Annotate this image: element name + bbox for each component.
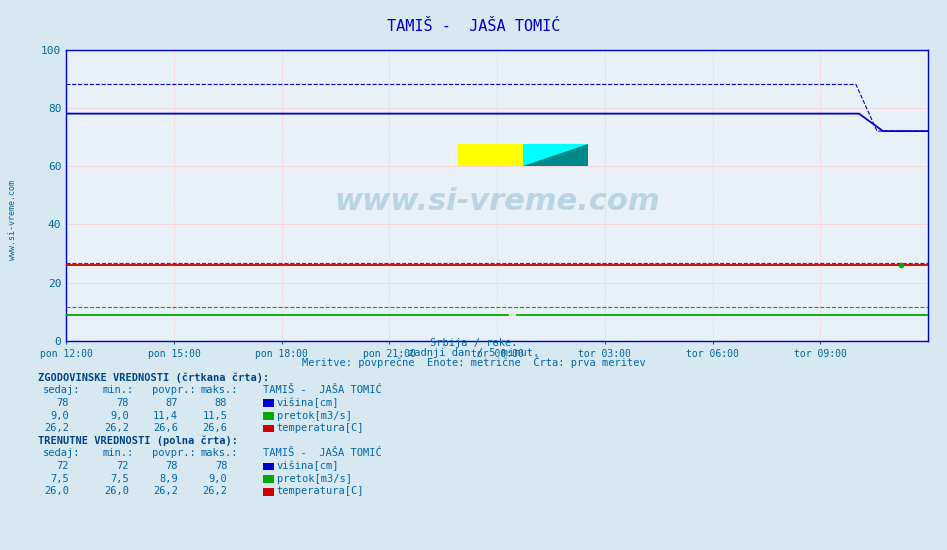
Text: 78: 78	[215, 461, 227, 471]
FancyBboxPatch shape	[523, 144, 588, 166]
Text: 72: 72	[57, 461, 69, 471]
Text: 9,0: 9,0	[208, 474, 227, 484]
Text: TAMIŠ -  JAŠA TOMIĆ: TAMIŠ - JAŠA TOMIĆ	[263, 385, 382, 395]
Text: 9,0: 9,0	[110, 410, 129, 421]
Text: Srbija / reke.: Srbija / reke.	[430, 338, 517, 349]
Text: 8,9: 8,9	[159, 474, 178, 484]
Text: višina[cm]: višina[cm]	[277, 461, 339, 471]
Text: maks.:: maks.:	[201, 385, 239, 395]
Text: 11,4: 11,4	[153, 410, 178, 421]
Text: 88: 88	[215, 398, 227, 408]
Text: 26,6: 26,6	[153, 423, 178, 433]
Text: temperatura[C]: temperatura[C]	[277, 486, 364, 497]
Text: TRENUTNE VREDNOSTI (polna črta):: TRENUTNE VREDNOSTI (polna črta):	[38, 436, 238, 446]
Text: min.:: min.:	[102, 385, 134, 395]
Text: 7,5: 7,5	[110, 474, 129, 484]
Text: sedaj:: sedaj:	[43, 385, 80, 395]
Text: TAMIŠ -  JAŠA TOMIĆ: TAMIŠ - JAŠA TOMIĆ	[386, 19, 561, 34]
Polygon shape	[523, 144, 588, 166]
Text: 78: 78	[116, 398, 129, 408]
Text: zadnji dan / 5 minut.: zadnji dan / 5 minut.	[408, 348, 539, 359]
Text: 7,5: 7,5	[50, 474, 69, 484]
Text: povpr.:: povpr.:	[152, 385, 195, 395]
Text: 26,2: 26,2	[104, 423, 129, 433]
Text: 26,6: 26,6	[203, 423, 227, 433]
Text: 26,2: 26,2	[203, 486, 227, 497]
Text: pretok[m3/s]: pretok[m3/s]	[277, 474, 351, 484]
Text: TAMIŠ -  JAŠA TOMIĆ: TAMIŠ - JAŠA TOMIĆ	[263, 448, 382, 459]
Text: 26,0: 26,0	[104, 486, 129, 497]
Text: maks.:: maks.:	[201, 448, 239, 459]
Text: Meritve: povprečne  Enote: metrične  Črta: prva meritev: Meritve: povprečne Enote: metrične Črta:…	[302, 356, 645, 369]
Text: 87: 87	[166, 398, 178, 408]
Text: višina[cm]: višina[cm]	[277, 398, 339, 408]
Text: 11,5: 11,5	[203, 410, 227, 421]
Text: www.si-vreme.com: www.si-vreme.com	[8, 180, 17, 260]
Text: 26,2: 26,2	[153, 486, 178, 497]
Text: pretok[m3/s]: pretok[m3/s]	[277, 410, 351, 421]
Text: min.:: min.:	[102, 448, 134, 459]
Text: 26,0: 26,0	[45, 486, 69, 497]
Text: sedaj:: sedaj:	[43, 448, 80, 459]
Text: povpr.:: povpr.:	[152, 448, 195, 459]
Text: 9,0: 9,0	[50, 410, 69, 421]
Text: temperatura[C]: temperatura[C]	[277, 423, 364, 433]
Text: 78: 78	[166, 461, 178, 471]
FancyBboxPatch shape	[458, 144, 523, 166]
Text: 78: 78	[57, 398, 69, 408]
Text: 26,2: 26,2	[45, 423, 69, 433]
Text: 72: 72	[116, 461, 129, 471]
Text: ZGODOVINSKE VREDNOSTI (črtkana črta):: ZGODOVINSKE VREDNOSTI (črtkana črta):	[38, 372, 269, 383]
Text: www.si-vreme.com: www.si-vreme.com	[334, 186, 660, 216]
